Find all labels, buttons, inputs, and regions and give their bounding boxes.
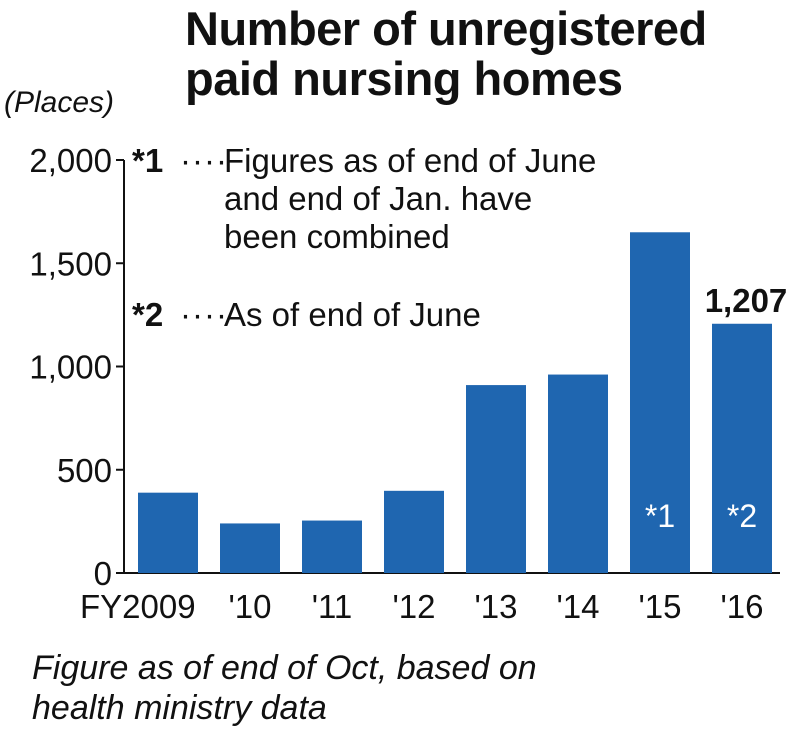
bar	[548, 374, 608, 573]
x-tick-label: '12	[392, 588, 435, 625]
bar-chart: 0 500 1,000 1,500 2,000 FY2009 '10 '11 '12 '13 '14…	[29, 142, 788, 625]
bar	[466, 385, 526, 573]
source-line2: health ministry data	[32, 689, 327, 727]
source-line1: Figure as of end of Oct, based on	[32, 649, 537, 687]
footnote-2-mark: *2	[132, 296, 164, 333]
bar	[302, 520, 362, 573]
footnote-1-line3: been combined	[224, 218, 450, 255]
y-tick-label: 0	[94, 555, 112, 592]
bar-footnote-mark: *2	[727, 498, 757, 534]
y-tick-label: 1,000	[29, 349, 112, 386]
bar	[630, 232, 690, 573]
bar	[138, 492, 198, 573]
x-tick-label: '11	[312, 588, 353, 625]
y-axis-unit-label: (Places)	[4, 86, 115, 119]
footnote-2: *2 ···· As of end of June	[132, 296, 772, 334]
y-tick-label: 2,000	[29, 142, 112, 179]
footnote-1: *1 ···· Figures as of end of June and en…	[132, 142, 772, 256]
bar	[220, 523, 280, 573]
y-tick-label: 500	[57, 452, 112, 489]
chart-title: Number of unregistered paid nursing home…	[185, 4, 795, 104]
bar-data-label: 1,207	[705, 282, 788, 319]
footnote-2-line1: As of end of June	[224, 296, 481, 333]
x-tick-label: '10	[228, 588, 271, 625]
footnote-1-line1: Figures as of end of June	[224, 142, 597, 179]
footnote-1-line2: and end of Jan. have	[224, 180, 533, 217]
bar-footnote-mark: *1	[645, 498, 675, 534]
y-tick-label: 1,500	[29, 245, 112, 282]
x-tick-label: '15	[638, 588, 681, 625]
x-tick-label: '13	[474, 588, 517, 625]
x-tick-label: '16	[720, 588, 763, 625]
chart-title-line1: Number of unregistered	[185, 2, 707, 55]
bar	[384, 490, 444, 573]
bar	[712, 323, 772, 573]
footnote-1-mark: *1	[132, 142, 164, 179]
source-note: Figure as of end of Oct, based on health…	[32, 648, 792, 728]
x-tick-label: FY2009	[80, 588, 196, 625]
footnote-2-leader: ····	[180, 296, 228, 333]
x-tick-label: '14	[556, 588, 599, 625]
chart-title-line2: paid nursing homes	[185, 52, 623, 105]
footnote-1-leader: ····	[180, 142, 228, 179]
